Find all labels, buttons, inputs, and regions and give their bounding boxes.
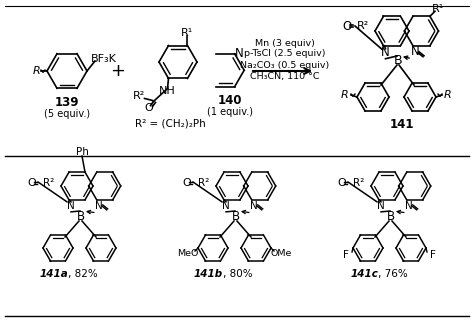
Text: , 82%: , 82%	[68, 269, 98, 279]
Text: R²: R²	[44, 178, 55, 188]
Text: p-TsCl (2.5 equiv): p-TsCl (2.5 equiv)	[244, 50, 325, 59]
Text: N: N	[250, 201, 257, 211]
Text: Mn (3 equiv): Mn (3 equiv)	[255, 39, 314, 48]
Text: N: N	[222, 201, 230, 211]
Text: R¹: R¹	[432, 4, 444, 14]
Text: O: O	[27, 178, 36, 188]
Text: R²: R²	[133, 91, 146, 101]
Text: O: O	[337, 178, 346, 188]
Text: 141a: 141a	[39, 269, 68, 279]
Text: N: N	[67, 201, 75, 211]
Text: O: O	[144, 103, 153, 113]
Text: F: F	[343, 250, 349, 260]
Text: N: N	[377, 201, 385, 211]
Text: CH₃CN, 110 °C: CH₃CN, 110 °C	[250, 72, 319, 80]
Text: N: N	[235, 47, 244, 60]
Text: B: B	[394, 54, 402, 67]
Text: R²: R²	[199, 178, 210, 188]
Text: 139: 139	[55, 97, 79, 110]
Text: (1 equiv.): (1 equiv.)	[207, 107, 253, 117]
Text: 141b: 141b	[194, 269, 223, 279]
Text: , 76%: , 76%	[378, 269, 408, 279]
Text: Na₂CO₃ (0.5 equiv): Na₂CO₃ (0.5 equiv)	[240, 61, 329, 70]
Text: NH: NH	[159, 87, 176, 97]
Text: 141: 141	[390, 118, 414, 131]
Text: , 80%: , 80%	[223, 269, 253, 279]
Text: MeO: MeO	[177, 249, 199, 258]
Text: R²: R²	[357, 21, 369, 31]
Text: R: R	[341, 90, 349, 100]
Text: R: R	[444, 90, 452, 100]
Text: R² = (CH₂)₂Ph: R² = (CH₂)₂Ph	[135, 119, 205, 129]
Text: B: B	[77, 210, 85, 223]
Text: OMe: OMe	[270, 249, 292, 258]
Text: 140: 140	[218, 94, 242, 107]
Text: B: B	[232, 210, 240, 223]
Text: O: O	[342, 19, 352, 32]
Text: N: N	[410, 45, 419, 58]
Text: N: N	[405, 201, 412, 211]
Text: BF₃K: BF₃K	[91, 54, 117, 64]
Text: F: F	[430, 250, 436, 260]
Text: +: +	[110, 62, 126, 80]
Text: N: N	[95, 201, 102, 211]
Text: R²: R²	[354, 178, 365, 188]
Text: O: O	[182, 178, 191, 188]
Text: B: B	[387, 210, 395, 223]
Text: N: N	[381, 46, 390, 59]
Text: R: R	[33, 66, 41, 76]
Text: R¹: R¹	[182, 28, 193, 38]
Text: Ph: Ph	[75, 147, 89, 157]
Text: (5 equiv.): (5 equiv.)	[44, 109, 90, 119]
Text: 141c: 141c	[350, 269, 378, 279]
